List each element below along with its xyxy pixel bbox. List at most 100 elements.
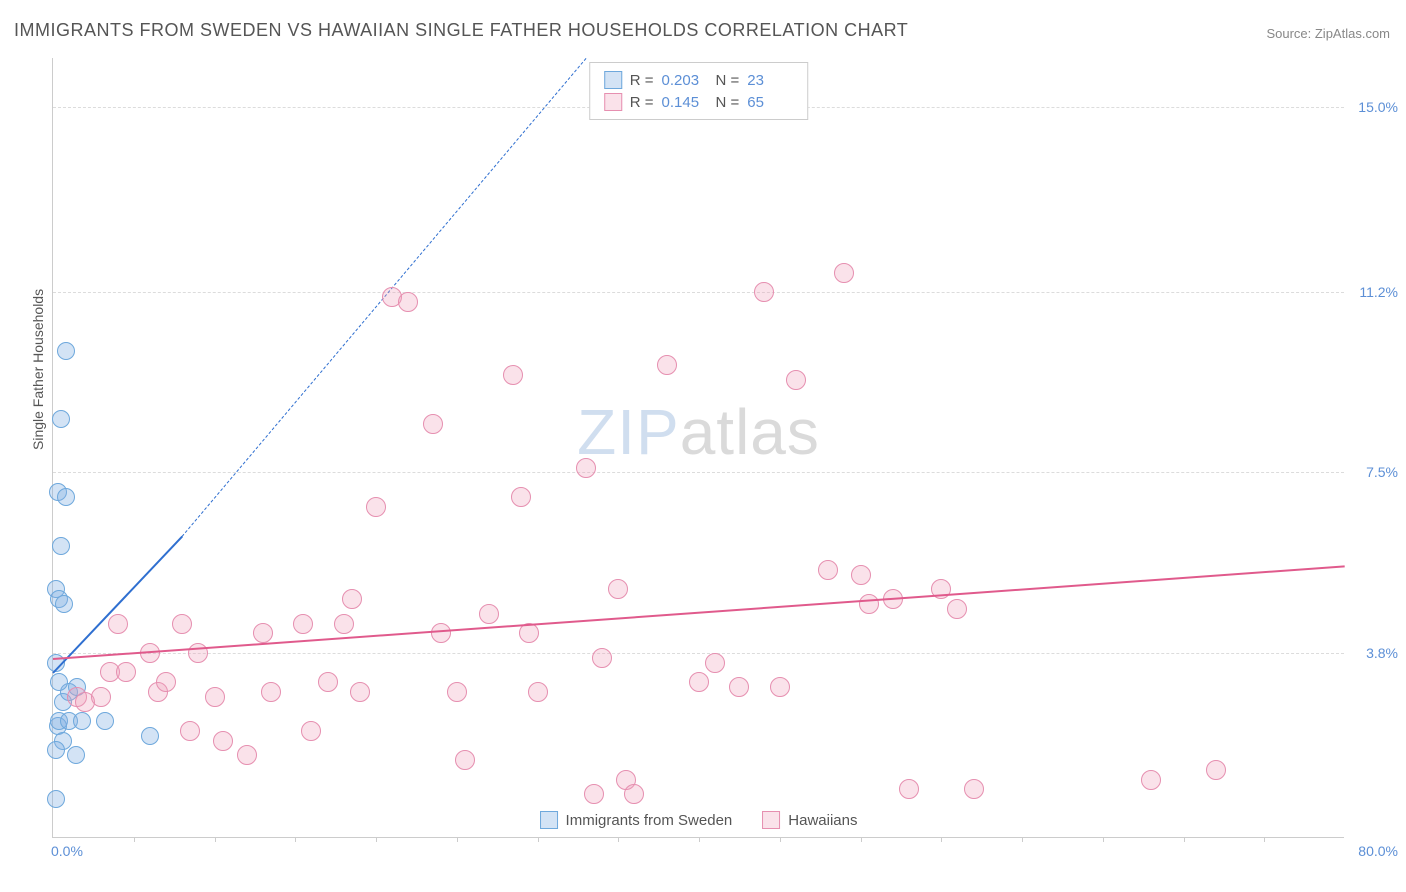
legend-r-label-2: R = [630, 94, 654, 111]
legend-n-label-1: N = [716, 72, 740, 89]
data-point [57, 488, 75, 506]
x-max-label: 80.0% [1358, 843, 1398, 859]
legend-bottom-swatch-2 [762, 811, 780, 829]
x-tick [376, 837, 377, 842]
data-point [705, 653, 725, 673]
legend-n-label-2: N = [716, 94, 740, 111]
data-point [141, 727, 159, 745]
legend-bottom-item-2: Hawaiians [762, 811, 857, 829]
legend-r-value-2: 0.145 [662, 94, 708, 111]
plot-area: ZIPatlas R = 0.203 N = 23 R = 0.145 N = … [52, 58, 1344, 838]
x-tick [699, 837, 700, 842]
data-point [455, 750, 475, 770]
data-point [318, 672, 338, 692]
legend-bottom-swatch-1 [540, 811, 558, 829]
data-point [237, 745, 257, 765]
data-point [205, 687, 225, 707]
grid-line [53, 653, 1344, 654]
y-axis-label: Single Father Households [30, 289, 46, 450]
data-point [116, 662, 136, 682]
x-tick [134, 837, 135, 842]
legend-swatch-sweden [604, 71, 622, 89]
watermark-part1: ZIP [577, 396, 680, 468]
x-tick [861, 837, 862, 842]
data-point [964, 779, 984, 799]
data-point [55, 595, 73, 613]
data-point [108, 614, 128, 634]
x-tick [295, 837, 296, 842]
watermark: ZIPatlas [577, 395, 820, 469]
data-point [301, 721, 321, 741]
y-tick-label: 15.0% [1350, 99, 1398, 115]
data-point [729, 677, 749, 697]
legend-top-row-2: R = 0.145 N = 65 [604, 91, 794, 113]
data-point [576, 458, 596, 478]
data-point [366, 497, 386, 517]
x-tick [457, 837, 458, 842]
data-point [57, 342, 75, 360]
x-tick [538, 837, 539, 842]
data-point [689, 672, 709, 692]
data-point [754, 282, 774, 302]
data-point [1141, 770, 1161, 790]
data-point [172, 614, 192, 634]
grid-line [53, 472, 1344, 473]
data-point [52, 410, 70, 428]
data-point [657, 355, 677, 375]
y-tick-label: 7.5% [1350, 464, 1398, 480]
x-tick [941, 837, 942, 842]
x-tick [618, 837, 619, 842]
regression-line [53, 565, 1345, 660]
y-tick-label: 3.8% [1350, 645, 1398, 661]
x-tick [215, 837, 216, 842]
legend-n-value-1: 23 [747, 72, 793, 89]
legend-top: R = 0.203 N = 23 R = 0.145 N = 65 [589, 62, 809, 120]
data-point [47, 790, 65, 808]
legend-bottom-label-1: Immigrants from Sweden [566, 812, 733, 829]
data-point [47, 741, 65, 759]
data-point [423, 414, 443, 434]
source-label: Source: ZipAtlas.com [1266, 26, 1390, 41]
legend-n-value-2: 65 [747, 94, 793, 111]
data-point [899, 779, 919, 799]
data-point [156, 672, 176, 692]
data-point [786, 370, 806, 390]
data-point [479, 604, 499, 624]
legend-swatch-hawaiians [604, 93, 622, 111]
data-point [503, 365, 523, 385]
data-point [947, 599, 967, 619]
data-point [188, 643, 208, 663]
data-point [91, 687, 111, 707]
watermark-part2: atlas [680, 396, 820, 468]
data-point [342, 589, 362, 609]
data-point [73, 712, 91, 730]
x-tick [1264, 837, 1265, 842]
data-point [834, 263, 854, 283]
y-tick-label: 11.2% [1350, 284, 1398, 300]
data-point [52, 537, 70, 555]
legend-bottom: Immigrants from Sweden Hawaiians [532, 809, 866, 831]
data-point [180, 721, 200, 741]
legend-bottom-item-1: Immigrants from Sweden [540, 811, 733, 829]
data-point [350, 682, 370, 702]
data-point [528, 682, 548, 702]
chart-container: IMMIGRANTS FROM SWEDEN VS HAWAIIAN SINGL… [0, 0, 1406, 892]
data-point [334, 614, 354, 634]
data-point [818, 560, 838, 580]
legend-bottom-label-2: Hawaiians [788, 812, 857, 829]
data-point [592, 648, 612, 668]
data-point [261, 682, 281, 702]
data-point [50, 673, 68, 691]
x-tick [1103, 837, 1104, 842]
data-point [859, 594, 879, 614]
x-min-label: 0.0% [51, 843, 83, 859]
data-point [608, 579, 628, 599]
legend-top-row-1: R = 0.203 N = 23 [604, 69, 794, 91]
x-tick [1022, 837, 1023, 842]
chart-title: IMMIGRANTS FROM SWEDEN VS HAWAIIAN SINGL… [14, 20, 908, 41]
data-point [770, 677, 790, 697]
legend-r-value-1: 0.203 [662, 72, 708, 89]
legend-r-label-1: R = [630, 72, 654, 89]
data-point [398, 292, 418, 312]
data-point [447, 682, 467, 702]
